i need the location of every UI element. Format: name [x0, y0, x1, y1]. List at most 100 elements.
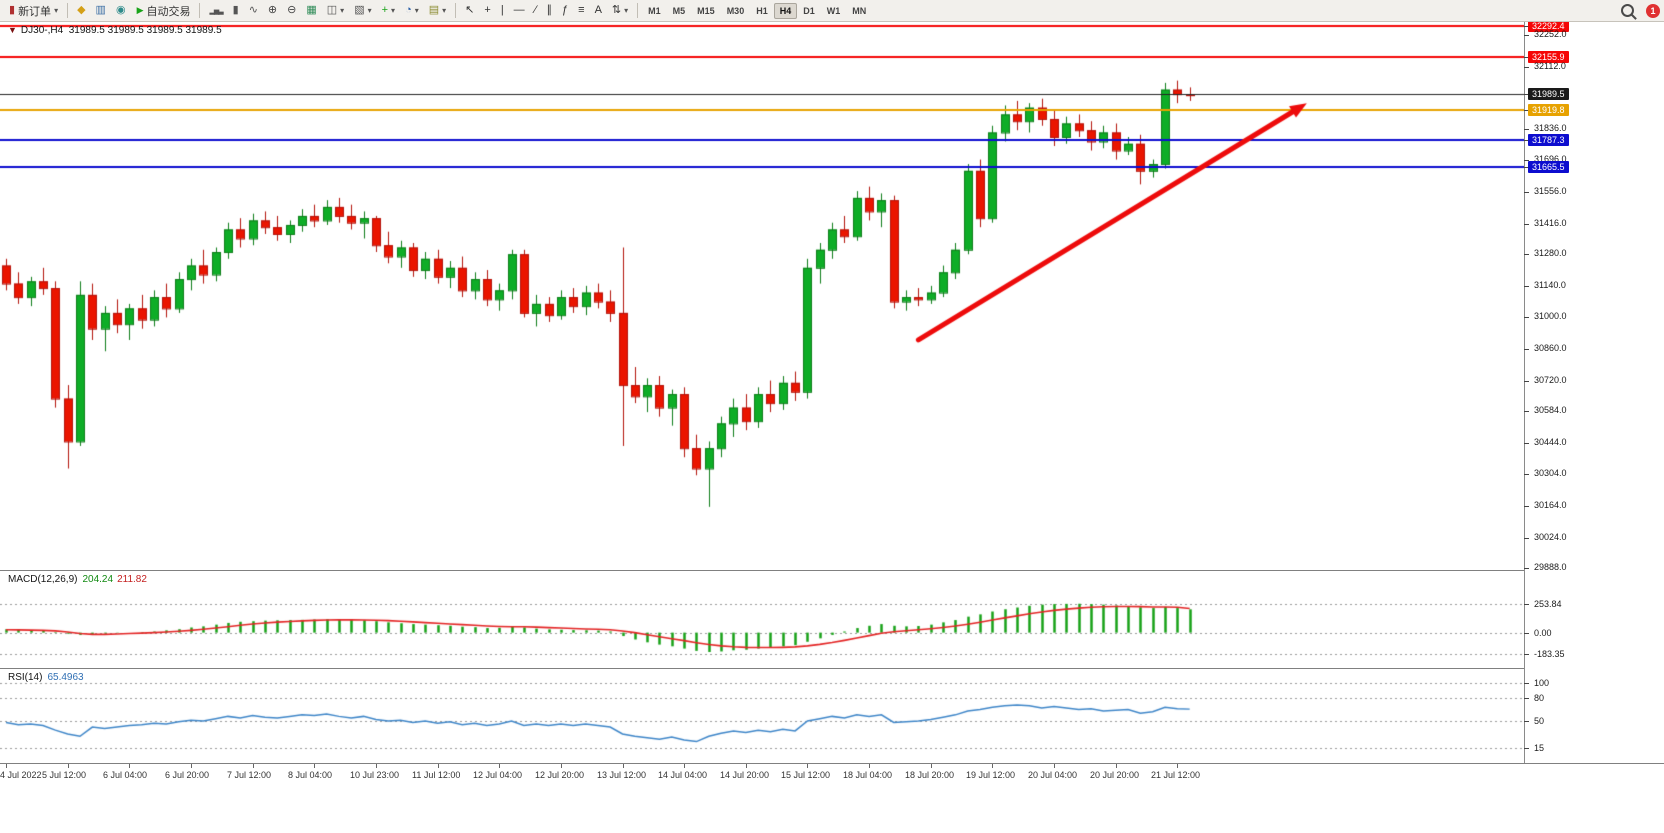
chart-tools-group: ▂▅▃ ▮ ∿ ⊕ ⊖ ▦ ◫ ▾ ▧ ▾ + ▾ ◔ ▾ ▤ ▾ — [204, 1, 451, 20]
indicators-button[interactable]: + ▾ — [377, 1, 400, 19]
axis-tick — [1524, 654, 1529, 655]
cursor-icon: ↖ — [465, 4, 475, 16]
macd-indicator-canvas[interactable] — [0, 571, 1524, 668]
price-axis-tag: 32292.4 — [1528, 20, 1569, 32]
timeframe-h4-button[interactable]: H4 — [773, 2, 798, 19]
price-chart-canvas[interactable] — [0, 22, 1524, 570]
price-axis-tag: 32155.9 — [1528, 51, 1569, 63]
axis-tick — [1524, 604, 1529, 605]
auto-trading-button[interactable]: ▶ 自动交易 — [132, 2, 196, 20]
trendline-button[interactable]: ∕ — [530, 2, 542, 20]
axis-tick — [1524, 538, 1529, 539]
timeframe-button-group: M1 M5 M15 M30 H1 H4 D1 W1 MN — [642, 2, 872, 19]
time-axis-label: 5 Jul 12:00 — [42, 770, 87, 780]
price-axis-tag: 31787.3 — [1528, 134, 1569, 146]
pane-divider[interactable] — [0, 763, 1664, 764]
price-axis-label: 31696.0 — [1534, 154, 1567, 164]
price-axis[interactable]: 32292.4 32252.0 32155.9 32112.0 31989.5 31919… — [1524, 20, 1664, 763]
timeframe-m30-button[interactable]: M30 — [721, 3, 751, 19]
timeframe-mn-button[interactable]: MN — [846, 3, 872, 19]
toolbar-separator — [67, 3, 69, 18]
time-axis-tick — [314, 764, 315, 768]
timeframe-h1-button[interactable]: H1 — [750, 3, 774, 19]
axis-tick — [1524, 57, 1529, 58]
time-axis-tick — [1177, 764, 1178, 768]
vertical-line-button[interactable]: | — [496, 2, 509, 20]
templates-button[interactable]: ▤ ▾ — [424, 1, 451, 19]
zoom-out-button[interactable]: ⊖ — [282, 1, 301, 19]
time-axis-label: 15 Jul 12:00 — [781, 770, 831, 780]
tile-windows-button[interactable]: ▦ — [301, 1, 321, 19]
globe-button[interactable]: ◉ — [111, 2, 131, 20]
time-axis-label: 14 Jul 04:00 — [658, 770, 708, 780]
axis-tick — [1524, 633, 1529, 634]
axis-tick — [1524, 160, 1529, 161]
crosshair-button[interactable]: + — [479, 2, 495, 20]
diamond-button[interactable]: ◆ — [72, 2, 90, 20]
timeframe-w1-button[interactable]: W1 — [821, 3, 847, 19]
shapes-button[interactable]: ≡ — [573, 2, 589, 20]
chevron-down-icon: ▾ — [340, 5, 345, 15]
axis-tick — [1524, 474, 1529, 475]
zoom-in-button[interactable]: ⊕ — [263, 1, 282, 19]
macd-name: MACD(12,26,9) — [8, 574, 78, 585]
fibonacci-button[interactable]: ƒ — [557, 2, 573, 20]
new-order-button[interactable]: ▮ 新订单 ▾ — [4, 2, 63, 20]
chevron-down-icon: ▾ — [442, 5, 447, 15]
periods-icon: ◔ — [405, 3, 412, 16]
cursor-button[interactable]: ↖ — [460, 2, 479, 20]
time-axis-label: 18 Jul 20:00 — [905, 770, 955, 780]
time-axis[interactable]: 4 Jul 2022 5 Jul 12:00 6 Jul 04:00 6 Jul 20… — [0, 764, 1524, 786]
axis-tick — [1524, 94, 1529, 95]
axis-tick — [1524, 317, 1529, 318]
bar-chart-button[interactable]: ▂▅▃ — [204, 2, 227, 20]
price-axis-label: 30024.0 — [1534, 532, 1567, 542]
axis-tick — [1524, 698, 1529, 699]
time-axis-label: 6 Jul 04:00 — [103, 770, 148, 780]
rsi-axis-label: 50 — [1534, 716, 1545, 726]
time-axis-label: 21 Jul 12:00 — [1151, 770, 1201, 780]
toolbar-separator — [637, 3, 639, 18]
pane-divider[interactable] — [0, 570, 1664, 571]
new-chart-button[interactable]: ◫ ▾ — [322, 1, 349, 19]
periods-button[interactable]: ◔ ▾ — [400, 1, 424, 19]
time-axis-tick — [869, 764, 870, 768]
rsi-indicator-canvas[interactable] — [0, 669, 1524, 763]
text-button[interactable]: A — [590, 2, 607, 20]
axis-tick — [1524, 26, 1529, 27]
price-axis-label: 31416.0 — [1534, 218, 1567, 228]
timeframe-m5-button[interactable]: M5 — [667, 3, 692, 19]
toolbar-left-icon-group: ◆ ▥ ◉ — [72, 2, 130, 20]
chevron-down-icon: ▾ — [367, 5, 372, 15]
search-button[interactable] — [1616, 2, 1639, 20]
time-axis-tick — [438, 764, 439, 768]
rsi-value: 65.4963 — [47, 672, 84, 683]
price-axis-label: 30584.0 — [1534, 405, 1567, 415]
time-axis-label: 4 Jul 2022 — [0, 770, 42, 780]
pane-divider[interactable] — [0, 668, 1664, 669]
time-axis-label: 19 Jul 12:00 — [966, 770, 1016, 780]
arrows-button[interactable]: ⇅ ▾ — [607, 2, 633, 20]
timeframe-m1-button[interactable]: M1 — [642, 3, 667, 19]
timeframe-d1-button[interactable]: D1 — [797, 3, 821, 19]
time-axis-tick — [623, 764, 624, 768]
candlestick-chart-button[interactable]: ▮ — [228, 1, 244, 19]
axis-tick — [1524, 443, 1529, 444]
zoom-out-icon: ⊖ — [287, 3, 297, 16]
chevron-down-icon: ▾ — [414, 5, 419, 15]
channel-button[interactable]: ∥ — [542, 2, 558, 20]
symbol-ohlc-text: DJ30-,H4 31989.5 31989.5 31989.5 31989.5 — [20, 25, 222, 36]
vertical-line-icon: | — [500, 4, 504, 16]
price-axis-tag: 31665.5 — [1528, 161, 1569, 173]
window-button[interactable]: ▥ — [91, 2, 111, 20]
notification-badge[interactable]: 1 — [1646, 3, 1660, 18]
search-icon — [1621, 4, 1634, 17]
arrows-icon: ⇅ — [611, 4, 622, 16]
horizontal-line-button[interactable]: — — [509, 2, 530, 20]
time-axis-tick — [931, 764, 932, 768]
line-chart-button[interactable]: ∿ — [244, 1, 263, 19]
chart-profiles-button[interactable]: ▧ ▾ — [349, 1, 376, 19]
time-axis-label: 8 Jul 04:00 — [288, 770, 333, 780]
time-axis-tick — [68, 764, 69, 768]
timeframe-m15-button[interactable]: M15 — [691, 3, 721, 19]
